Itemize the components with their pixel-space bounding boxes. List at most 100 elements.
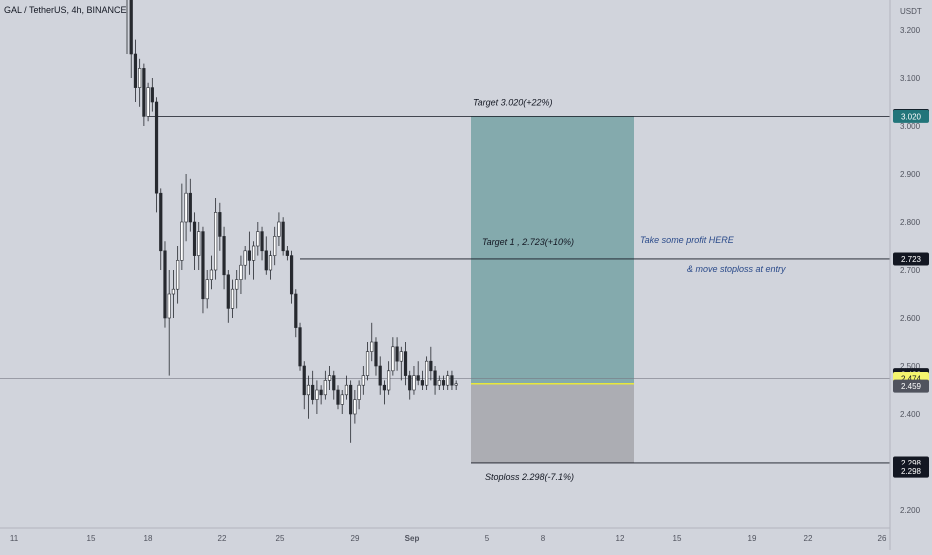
price-badge: 3.020: [893, 109, 929, 123]
candle-body: [247, 250, 251, 261]
candle-body: [340, 394, 344, 405]
candle: [239, 255, 243, 294]
price-badge-text: 2.298: [901, 459, 922, 468]
candles: [126, 0, 458, 443]
candle-body: [176, 260, 180, 290]
candle-body: [285, 250, 289, 256]
candle: [226, 270, 230, 323]
candle: [425, 356, 429, 390]
candle-body: [264, 250, 268, 271]
candle: [319, 385, 323, 405]
candle-body: [344, 384, 349, 396]
candle: [332, 370, 336, 400]
candle-body: [289, 255, 294, 295]
candle-body: [230, 288, 235, 309]
candle-body: [197, 231, 201, 256]
x-tick-label: 25: [276, 534, 285, 543]
x-tick-label: 5: [485, 534, 490, 543]
position-zones[interactable]: [471, 116, 634, 463]
candle: [336, 385, 340, 410]
candle: [311, 370, 315, 405]
candle: [433, 366, 437, 395]
candle: [133, 39, 138, 102]
candle: [429, 346, 433, 381]
candle: [294, 289, 298, 338]
candle-body: [429, 360, 433, 372]
candle: [243, 246, 247, 280]
candle-body: [433, 370, 437, 386]
candle-body: [180, 221, 184, 261]
candle: [129, 0, 133, 78]
candle-body: [450, 375, 454, 386]
candle: [167, 270, 171, 376]
candle: [222, 226, 226, 290]
currency-label: USDT: [900, 7, 922, 16]
x-tick-label: 22: [218, 534, 227, 543]
candle-body: [214, 212, 218, 271]
x-tick-label: 12: [616, 534, 625, 543]
candle: [273, 226, 277, 266]
horizontal-lines[interactable]: [0, 116, 890, 464]
candle-body: [133, 53, 138, 88]
candle-body: [298, 327, 302, 367]
candle-body: [129, 0, 133, 55]
candle-body: [252, 245, 256, 261]
candle-body: [163, 250, 167, 319]
y-tick-label: 2.700: [900, 266, 921, 275]
candle-body: [437, 380, 441, 386]
candle-body: [226, 274, 230, 309]
candle: [142, 63, 146, 126]
candle: [159, 188, 163, 270]
stoploss-label: Stoploss 2.298(-7.1%): [485, 472, 574, 482]
candle: [138, 58, 142, 107]
price-badge: 2.459: [893, 379, 929, 393]
candle: [197, 222, 201, 270]
y-tick-label: 3.100: [900, 74, 921, 83]
candle-body: [399, 351, 403, 362]
symbol-title: GAL / TetherUS, 4h, BINANCE: [4, 5, 127, 15]
price-badge-text: 2.723: [901, 255, 922, 264]
candle: [323, 370, 327, 400]
x-tick-label: 26: [878, 534, 887, 543]
candle: [437, 375, 441, 390]
candle-body: [395, 346, 399, 362]
candle-body: [332, 375, 336, 391]
candle: [277, 212, 281, 246]
candle: [298, 322, 302, 371]
candle-body: [327, 375, 332, 381]
candle-body: [205, 279, 209, 300]
candle-body: [353, 399, 357, 415]
candle-body: [154, 101, 159, 194]
y-tick-label: 2.800: [900, 218, 921, 227]
loss-zone[interactable]: [471, 383, 634, 463]
candle: [192, 212, 197, 270]
x-tick-label: 15: [673, 534, 682, 543]
candle-body: [268, 255, 273, 271]
candle: [416, 361, 420, 386]
candle: [395, 337, 399, 371]
candle: [235, 270, 239, 309]
candle-body: [412, 375, 416, 391]
candle-body: [454, 383, 458, 386]
candle: [201, 226, 205, 314]
candle: [403, 342, 408, 386]
profit-zone[interactable]: [471, 116, 634, 384]
candle: [315, 380, 319, 414]
candle-body: [441, 380, 446, 386]
candle: [264, 236, 268, 275]
candle-body: [256, 231, 260, 247]
candle: [285, 246, 289, 261]
candle-body: [146, 87, 150, 117]
y-tick-label: 3.200: [900, 26, 921, 35]
candle: [176, 246, 180, 304]
candle-body: [281, 221, 285, 252]
candle-body: [336, 389, 340, 405]
candle-body: [142, 68, 146, 117]
y-tick-label: 2.600: [900, 314, 921, 323]
y-tick-label: 3.000: [900, 122, 921, 131]
candle-body: [243, 250, 247, 266]
candle: [188, 178, 192, 232]
